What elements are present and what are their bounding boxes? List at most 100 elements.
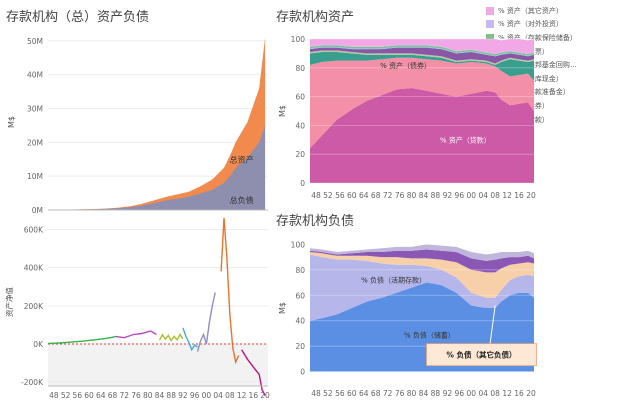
x-tick-label: 56 bbox=[335, 191, 345, 200]
y-axis-label: 资产净值 bbox=[4, 287, 14, 317]
annotation-label: % 负债（其它负债） bbox=[446, 350, 516, 360]
x-tick-label: 72 bbox=[383, 191, 393, 200]
y-tick-label: 600K bbox=[24, 225, 44, 234]
annotation-leader-line bbox=[488, 305, 496, 351]
y-tick-label: 20M bbox=[27, 138, 43, 147]
legend-label: % 资产（对外投资） bbox=[498, 20, 563, 29]
x-tick-label: 72 bbox=[383, 389, 393, 398]
legend-swatch bbox=[486, 20, 494, 29]
y-tick-label: -200K bbox=[21, 378, 44, 387]
left-chart-title: 存款机构（总）资产负债 bbox=[6, 10, 150, 25]
x-tick-label: 00 bbox=[467, 191, 477, 200]
y-tick-label: 80 bbox=[295, 64, 305, 73]
x-tick-label: 84 bbox=[419, 191, 429, 200]
x-tick-label: 16 bbox=[514, 389, 524, 398]
x-tick-label: 76 bbox=[131, 391, 141, 400]
area-series bbox=[48, 125, 266, 210]
x-tick-label: 12 bbox=[237, 391, 247, 400]
stacked-area-series bbox=[310, 249, 534, 273]
x-tick-label: 08 bbox=[490, 191, 500, 200]
x-tick-label: 56 bbox=[73, 391, 83, 400]
legend-swatch bbox=[486, 6, 494, 15]
liabilities-chart-title: 存款机构负债 bbox=[276, 214, 355, 229]
annotation-box bbox=[426, 343, 537, 367]
x-tick-label: 84 bbox=[155, 391, 165, 400]
y-tick-label: 20 bbox=[295, 150, 305, 159]
line-series bbox=[182, 327, 198, 352]
x-tick-label: 60 bbox=[347, 191, 357, 200]
x-tick-label: 16 bbox=[514, 191, 524, 200]
legend-item[interactable]: % 资产（对外投资） bbox=[486, 18, 638, 32]
x-tick-label: 48 bbox=[311, 191, 321, 200]
y-tick-label: 60 bbox=[295, 93, 305, 102]
annotation-label: 总负债 bbox=[230, 195, 254, 205]
stacked-area-series bbox=[310, 244, 534, 261]
x-tick-label: 00 bbox=[467, 389, 477, 398]
stacked-area-series bbox=[310, 47, 534, 64]
y-tick-label: 0 bbox=[300, 368, 305, 377]
x-tick-label: 16 bbox=[249, 391, 259, 400]
legend-label: % 资产（其它资产） bbox=[498, 6, 563, 15]
y-tick-label: 60 bbox=[295, 291, 305, 300]
y-tick-label: 400K bbox=[24, 264, 44, 273]
x-tick-label: 52 bbox=[61, 391, 71, 400]
x-tick-label: 92 bbox=[443, 191, 453, 200]
x-tick-label: 88 bbox=[431, 389, 441, 398]
annotation-label: % 资产（债券） bbox=[380, 61, 431, 70]
y-tick-label: 10M bbox=[27, 172, 43, 181]
x-tick-label: 08 bbox=[225, 391, 235, 400]
x-tick-label: 20 bbox=[260, 391, 270, 400]
x-tick-label: 04 bbox=[478, 389, 488, 398]
x-tick-label: 64 bbox=[96, 391, 106, 400]
x-tick-label: 68 bbox=[371, 389, 381, 398]
x-tick-label: 96 bbox=[455, 191, 465, 200]
x-tick-label: 80 bbox=[143, 391, 153, 400]
x-tick-label: 04 bbox=[478, 191, 488, 200]
x-tick-label: 88 bbox=[431, 191, 441, 200]
x-tick-label: 56 bbox=[335, 389, 345, 398]
x-tick-label: 64 bbox=[359, 389, 369, 398]
legend-label: % 资产（存款保险储备） bbox=[498, 33, 577, 42]
stacked-area-series bbox=[310, 254, 534, 321]
y-tick-label: 40 bbox=[295, 121, 305, 130]
x-tick-label: 76 bbox=[395, 389, 405, 398]
y-tick-label: 50M bbox=[27, 37, 43, 46]
x-tick-label: 00 bbox=[202, 391, 212, 400]
assets-chart-title: 存款机构资产 bbox=[276, 10, 355, 25]
legend-label: % 资产（联邦基金回购… bbox=[498, 61, 577, 70]
y-tick-label: 0M bbox=[32, 206, 43, 214]
legend-item[interactable]: % 资产（其它资产） bbox=[486, 4, 638, 18]
x-tick-label: 04 bbox=[213, 391, 223, 400]
x-tick-label: 72 bbox=[119, 391, 129, 400]
x-tick-label: 08 bbox=[490, 389, 500, 398]
x-tick-label: 88 bbox=[166, 391, 176, 400]
x-tick-label: 64 bbox=[359, 191, 369, 200]
legend-item[interactable]: % 资产（存款保险储备） bbox=[486, 31, 638, 45]
line-series bbox=[241, 349, 266, 396]
line-series bbox=[220, 217, 240, 365]
stacked-area-series bbox=[310, 88, 534, 183]
x-tick-label: 52 bbox=[323, 191, 333, 200]
annotation-label: % 负债（活期存款） bbox=[361, 276, 426, 285]
y-tick-label: 40M bbox=[27, 71, 43, 80]
line-series bbox=[158, 333, 184, 342]
stacked-area-series bbox=[310, 45, 534, 56]
x-tick-label: 92 bbox=[178, 391, 188, 400]
x-tick-label: 76 bbox=[395, 191, 405, 200]
x-tick-label: 20 bbox=[526, 191, 536, 200]
y-tick-label: 100 bbox=[291, 240, 306, 249]
y-tick-label: 80 bbox=[295, 266, 305, 275]
x-tick-label: 12 bbox=[502, 389, 512, 398]
x-tick-label: 60 bbox=[84, 391, 94, 400]
x-tick-label: 20 bbox=[526, 389, 536, 398]
x-tick-label: 92 bbox=[443, 389, 453, 398]
y-tick-label: 40 bbox=[295, 317, 305, 326]
y-tick-label: 200K bbox=[24, 302, 44, 311]
line-series bbox=[47, 336, 116, 345]
negative-region bbox=[48, 344, 268, 386]
y-axis-label: M$ bbox=[278, 105, 287, 117]
annotation-label: 总资产 bbox=[230, 155, 254, 165]
stacked-area-series bbox=[310, 39, 534, 54]
